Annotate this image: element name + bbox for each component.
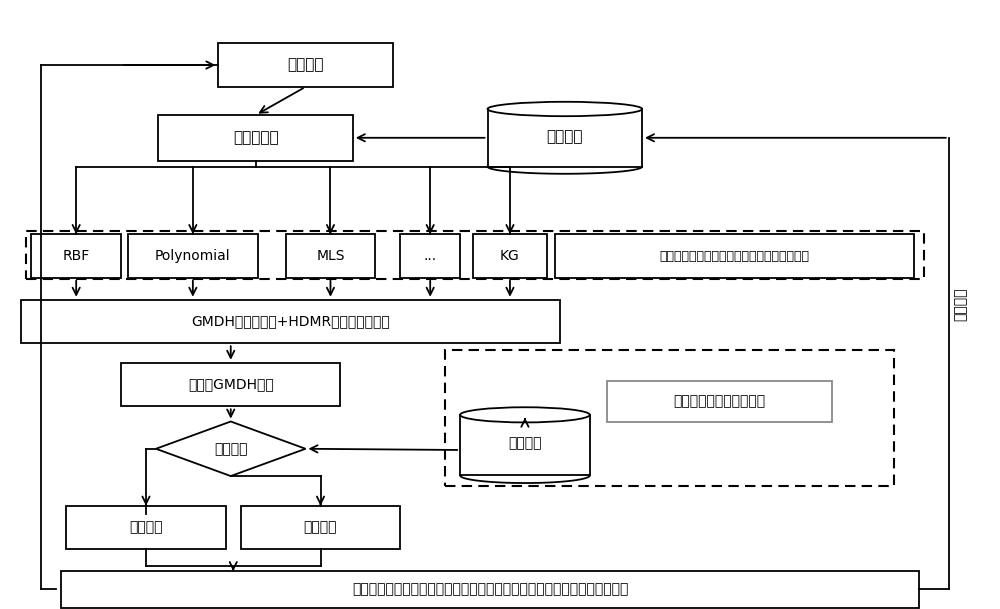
FancyBboxPatch shape — [218, 43, 393, 87]
FancyBboxPatch shape — [158, 115, 353, 161]
FancyBboxPatch shape — [473, 234, 547, 278]
Text: 自动模式: 自动模式 — [304, 521, 337, 535]
FancyBboxPatch shape — [31, 234, 121, 278]
FancyBboxPatch shape — [607, 381, 832, 422]
Text: 自适应样本点的生成模式: 自适应样本点的生成模式 — [673, 395, 765, 409]
Ellipse shape — [488, 102, 642, 116]
Text: 混合基GMDH模型: 混合基GMDH模型 — [188, 378, 274, 392]
Text: 工程师的经验控制：设计空间，样本点搜索方向，敏感性分析以及收敛条件: 工程师的经验控制：设计空间，样本点搜索方向，敏感性分析以及收敛条件 — [352, 582, 628, 596]
Text: ...: ... — [424, 249, 437, 263]
FancyBboxPatch shape — [121, 363, 340, 406]
FancyBboxPatch shape — [128, 234, 258, 278]
Text: Polynomial: Polynomial — [155, 249, 231, 263]
Text: 交互模式: 交互模式 — [129, 521, 163, 535]
Ellipse shape — [460, 407, 590, 423]
Text: KG: KG — [500, 249, 520, 263]
Text: MLS: MLS — [316, 249, 345, 263]
FancyBboxPatch shape — [460, 415, 590, 476]
Text: 样本更新: 样本更新 — [954, 287, 968, 322]
FancyBboxPatch shape — [66, 505, 226, 549]
Text: 测试样本: 测试样本 — [508, 437, 542, 451]
Text: GMDH自组织模式+HDMR耦合性过滤机制: GMDH自组织模式+HDMR耦合性过滤机制 — [191, 314, 390, 328]
Text: 完备基组合: 完备基组合 — [233, 130, 278, 146]
Text: 设计参数: 设计参数 — [287, 57, 324, 72]
FancyBboxPatch shape — [286, 234, 375, 278]
FancyBboxPatch shape — [445, 350, 894, 487]
Text: RBF: RBF — [63, 249, 90, 263]
Text: 训练样本: 训练样本 — [547, 129, 583, 144]
FancyBboxPatch shape — [400, 234, 460, 278]
Polygon shape — [156, 421, 306, 476]
FancyBboxPatch shape — [61, 571, 919, 608]
FancyBboxPatch shape — [26, 231, 924, 279]
FancyBboxPatch shape — [241, 505, 400, 549]
FancyBboxPatch shape — [555, 234, 914, 278]
FancyBboxPatch shape — [21, 300, 560, 343]
FancyBboxPatch shape — [488, 109, 642, 167]
Text: 包括耦合项之间的组合和不同基底之间的组合: 包括耦合项之间的组合和不同基底之间的组合 — [659, 250, 809, 262]
Text: 是否收敛: 是否收敛 — [214, 442, 248, 456]
